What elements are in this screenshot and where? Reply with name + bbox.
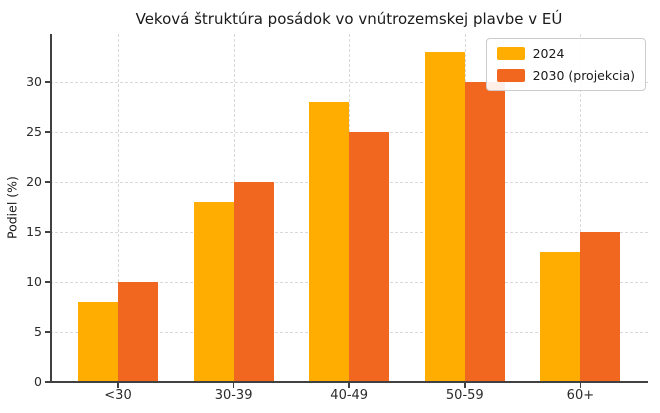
x-tick-2: [348, 383, 350, 388]
x-tick-0: [117, 383, 119, 388]
y-tick-label-5: 5: [34, 324, 42, 339]
x-tick-3: [464, 383, 466, 388]
legend-item-2024: 2024: [496, 46, 635, 61]
x-axis-spine: [50, 381, 648, 383]
y-gridline-30: [50, 82, 648, 83]
x-gridline-4: [580, 34, 582, 382]
chart-title: Veková štruktúra posádok vo vnútrozemske…: [135, 10, 563, 28]
y-tick-10: [45, 281, 50, 283]
bar-2030-3: [464, 82, 505, 382]
plot-area: 0 5 10 15 20 25 30 <30 30-39 40-49 50-59 60+: [26, 34, 648, 403]
y-tick-label-25: 25: [26, 124, 42, 139]
y-tick-30: [45, 81, 50, 83]
bar-2024-1: [193, 202, 234, 382]
y-tick-label-15: 15: [26, 224, 42, 239]
y-tick-label-30: 30: [26, 74, 42, 89]
y-tick-label-10: 10: [26, 274, 42, 289]
legend-swatch-2030: [496, 69, 525, 82]
x-tick-label-1: 30-39: [214, 388, 253, 403]
legend-item-2030: 2030 (projekcia): [496, 68, 635, 83]
y-tick-0: [45, 381, 50, 383]
legend-label-2024: 2024: [532, 46, 565, 61]
bar-2030-1: [233, 182, 274, 382]
bar-2024-4: [540, 252, 581, 382]
x-tick-label-3: 50-59: [445, 388, 484, 403]
x-tick-label-2: 40-49: [330, 388, 369, 403]
legend: 2024 2030 (projekcia): [485, 38, 646, 91]
x-tick-4: [579, 383, 582, 388]
bar-2030-4: [580, 232, 621, 382]
y-tick-5: [45, 331, 50, 333]
y-axis-spine: [50, 34, 52, 382]
x-tick-1: [232, 383, 235, 388]
y-tick-15: [45, 231, 50, 233]
y-tick-20: [45, 181, 50, 183]
legend-swatch-2024: [496, 47, 525, 60]
bar-2024-2: [309, 102, 350, 382]
y-tick-label-20: 20: [26, 174, 42, 189]
bar-2030-2: [349, 132, 390, 382]
x-tick-label-0: <30: [104, 388, 132, 403]
x-gridline-0: [118, 34, 119, 382]
bar-2024-0: [78, 302, 118, 382]
x-tick-label-4: 60+: [566, 388, 595, 403]
y-tick-label-0: 0: [34, 374, 42, 389]
y-tick-25: [45, 131, 50, 133]
bar-2024-3: [424, 52, 465, 382]
legend-label-2030: 2030 (projekcia): [532, 68, 635, 83]
bar-2030-0: [118, 282, 158, 382]
